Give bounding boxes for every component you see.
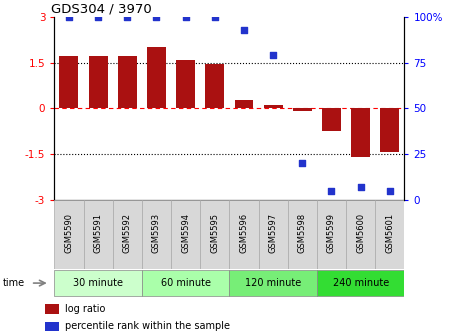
Bar (54, 270, 142, 296)
Point (94, 14, 102, 19)
Bar (88, 56, 108, 109)
Bar (288, 200, 317, 269)
Bar (147, 47, 166, 109)
Text: GSM5598: GSM5598 (298, 213, 307, 253)
Bar (317, 200, 346, 269)
Text: GSM5601: GSM5601 (385, 213, 394, 253)
Text: 120 minute: 120 minute (245, 278, 301, 288)
Bar (293, 109, 312, 112)
Text: 240 minute: 240 minute (333, 278, 389, 288)
Bar (322, 109, 341, 131)
Bar (176, 60, 195, 109)
Text: time: time (2, 278, 25, 288)
Text: GSM5590: GSM5590 (64, 213, 73, 253)
Bar (263, 105, 283, 109)
Point (386, 188, 394, 194)
Text: GSM5595: GSM5595 (210, 213, 219, 253)
Point (298, 161, 306, 166)
Bar (171, 200, 200, 269)
Bar (229, 270, 317, 296)
Bar (351, 109, 370, 157)
Text: GSM5591: GSM5591 (94, 213, 103, 253)
Text: GSM5593: GSM5593 (152, 213, 161, 253)
Point (65, 14, 73, 19)
Point (357, 184, 364, 190)
Bar (259, 200, 288, 269)
Bar (142, 270, 229, 296)
Bar (375, 200, 404, 269)
Bar (142, 200, 171, 269)
Bar (84, 200, 113, 269)
Text: GSM5594: GSM5594 (181, 213, 190, 253)
Bar (317, 270, 404, 296)
Bar (45, 322, 59, 331)
Bar (113, 200, 142, 269)
Point (211, 14, 219, 19)
Text: GDS304 / 3970: GDS304 / 3970 (51, 3, 152, 16)
Point (182, 14, 189, 19)
Text: GSM5597: GSM5597 (269, 213, 278, 253)
Bar (54, 200, 84, 269)
Bar (346, 200, 375, 269)
Text: 30 minute: 30 minute (73, 278, 123, 288)
Point (269, 52, 277, 58)
Bar (380, 109, 399, 152)
Bar (200, 200, 229, 269)
Bar (45, 304, 59, 313)
Point (153, 14, 160, 19)
Text: GSM5599: GSM5599 (327, 213, 336, 253)
Text: log ratio: log ratio (65, 303, 106, 313)
Bar (235, 100, 254, 109)
Bar (60, 56, 79, 109)
Text: GSM5596: GSM5596 (239, 213, 248, 253)
Point (123, 14, 131, 19)
Point (240, 27, 248, 32)
Text: 60 minute: 60 minute (161, 278, 210, 288)
Bar (118, 56, 137, 109)
Bar (229, 200, 259, 269)
Bar (205, 64, 224, 109)
Text: GSM5600: GSM5600 (356, 213, 365, 253)
Text: GSM5592: GSM5592 (123, 213, 132, 253)
Text: percentile rank within the sample: percentile rank within the sample (65, 321, 230, 331)
Point (328, 188, 335, 194)
